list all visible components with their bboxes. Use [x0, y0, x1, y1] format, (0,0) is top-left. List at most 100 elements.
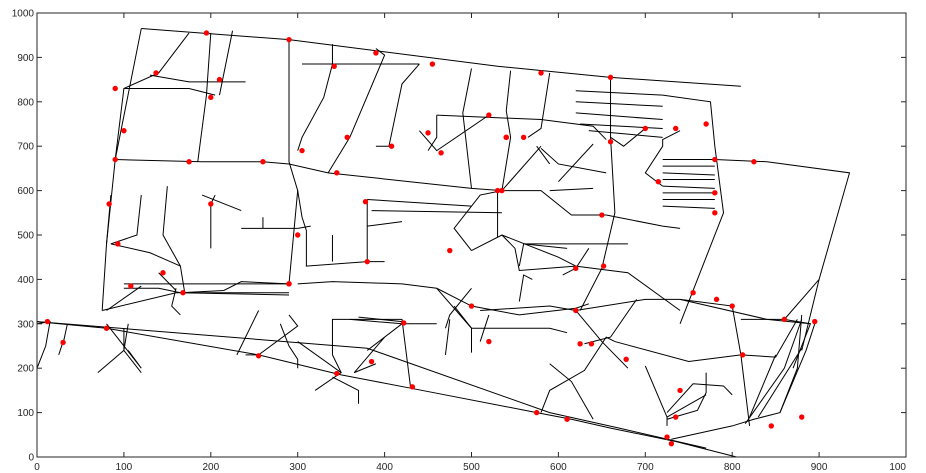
- road-segment: [297, 190, 385, 267]
- node-point: [642, 125, 648, 132]
- road-segment: [141, 28, 741, 87]
- node-point: [364, 258, 370, 265]
- node-point: [520, 134, 527, 141]
- node-point: [447, 247, 453, 254]
- y-tick-label: 600: [17, 186, 34, 197]
- node-point: [334, 370, 340, 377]
- x-tick-label: 700: [637, 462, 654, 473]
- road-segment: [101, 28, 142, 311]
- y-tick-label: 800: [17, 97, 34, 108]
- node-point: [503, 134, 509, 141]
- node-point: [299, 147, 305, 154]
- node-point: [607, 74, 614, 81]
- y-tick-label: 500: [17, 231, 34, 242]
- node-point: [186, 159, 192, 165]
- road-segment: [580, 123, 663, 129]
- road-segment: [218, 30, 234, 96]
- road-segment: [245, 314, 299, 356]
- node-point: [677, 387, 683, 394]
- node-point: [368, 358, 375, 365]
- node-point: [429, 61, 436, 67]
- road-segment: [671, 314, 803, 440]
- road-segment: [540, 336, 616, 413]
- road-segment: [123, 323, 142, 373]
- node-point: [468, 303, 475, 309]
- road-segment: [158, 272, 177, 291]
- road-segment: [575, 265, 681, 311]
- road-segment: [201, 194, 242, 212]
- road-segment: [297, 225, 311, 229]
- road-segment: [662, 94, 725, 324]
- node-point: [115, 241, 121, 247]
- node-point: [564, 416, 570, 422]
- road-segment: [123, 287, 290, 296]
- node-point: [409, 384, 416, 390]
- road-segment: [149, 74, 246, 83]
- road-segment: [236, 310, 260, 356]
- node-point: [286, 36, 292, 43]
- node-point: [607, 139, 614, 145]
- node-point: [153, 70, 159, 76]
- node-point: [128, 283, 134, 289]
- road-segment: [501, 234, 577, 267]
- node-point: [486, 338, 492, 345]
- node-point: [713, 296, 720, 303]
- road-segment: [779, 323, 816, 413]
- node-point: [751, 159, 757, 165]
- road-segment: [427, 115, 438, 151]
- node-point: [533, 409, 540, 416]
- node-point: [103, 325, 110, 331]
- node-point: [208, 201, 214, 207]
- road-segment: [575, 101, 663, 107]
- node-point: [588, 341, 595, 347]
- node-points: [44, 30, 818, 447]
- x-tick-label: 100: [116, 462, 133, 473]
- y-tick-label: 400: [17, 275, 34, 286]
- road-segment: [575, 310, 629, 369]
- x-axis: 0 100 200 300 400 500 600 700 800 900 100: [34, 13, 907, 473]
- node-point: [494, 187, 501, 194]
- road-segment: [453, 190, 503, 251]
- node-point: [729, 303, 735, 309]
- road-segment: [444, 287, 472, 329]
- road-segment: [331, 318, 412, 389]
- road-segment: [367, 221, 403, 227]
- node-point: [208, 94, 214, 101]
- node-point: [331, 63, 337, 69]
- road-segment: [558, 143, 594, 183]
- road-segment: [353, 336, 385, 374]
- road-segment: [297, 44, 333, 151]
- road-segment: [584, 299, 638, 345]
- road-segment: [662, 172, 715, 176]
- node-point: [373, 50, 379, 56]
- node-point: [486, 112, 492, 118]
- y-tick-label: 0: [28, 453, 34, 464]
- road-segment: [102, 292, 290, 311]
- node-point: [295, 232, 301, 238]
- road-segment: [757, 347, 803, 418]
- node-point: [768, 423, 775, 429]
- road-segment: [162, 186, 186, 293]
- road-segment: [666, 383, 733, 413]
- y-tick-label: 100: [17, 408, 34, 419]
- road-segment: [36, 321, 737, 458]
- road-segment: [358, 316, 403, 323]
- node-point: [286, 281, 292, 287]
- x-tick-label: 800: [724, 462, 741, 473]
- node-point: [799, 414, 805, 420]
- road-segment: [606, 214, 681, 229]
- road-segment: [501, 190, 607, 216]
- road-segment: [110, 243, 181, 267]
- node-point: [781, 316, 788, 323]
- node-point: [438, 150, 444, 156]
- x-tick-label: 300: [289, 462, 306, 473]
- road-network: [36, 28, 851, 458]
- y-tick-label: 200: [17, 364, 34, 375]
- node-point: [668, 440, 675, 447]
- y-tick-label: 700: [17, 142, 34, 153]
- road-segment: [662, 205, 715, 209]
- node-point: [600, 263, 607, 269]
- road-segment: [575, 90, 663, 96]
- road-segment: [527, 72, 551, 138]
